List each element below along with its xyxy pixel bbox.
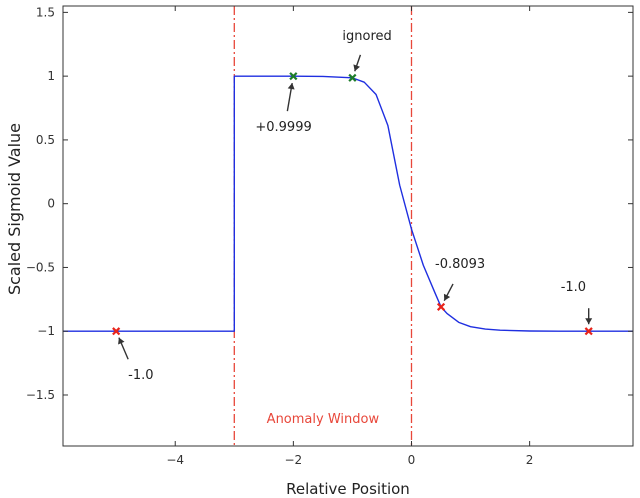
arrow-head (287, 83, 295, 90)
marker-stroke (112, 327, 121, 336)
series-line-0 (63, 75, 634, 332)
marker-stroke (584, 327, 593, 336)
x-tick-label: 0 (408, 453, 416, 467)
marker-stroke (436, 302, 446, 311)
arrow-head (118, 337, 125, 345)
arrow-head (443, 293, 451, 301)
x-tick-label: −4 (166, 453, 184, 467)
annotation-arrow (286, 82, 295, 112)
y-tick-label: 1.5 (36, 5, 55, 19)
annotation-arrow (585, 308, 593, 325)
y-axis-title: Scaled Sigmoid Value (5, 123, 24, 295)
x-tick-label: 2 (526, 453, 534, 467)
marker-point-1 (289, 72, 298, 81)
x-tick-label: −2 (285, 453, 303, 467)
y-tick-label: 0.5 (36, 133, 55, 147)
annotation-arrow (353, 54, 362, 72)
annotation-label: -1.0 (128, 368, 153, 383)
y-tick-label: 1 (47, 69, 55, 83)
arrow-head (353, 64, 361, 72)
plot-frame (62, 5, 634, 447)
annotation-label: -0.8093 (435, 257, 485, 272)
marker-point-3 (436, 302, 446, 311)
marker-point-2 (348, 73, 357, 82)
anomaly-window-label: Anomaly Window (267, 412, 380, 427)
x-axis-title: Relative Position (286, 480, 410, 498)
annotation-arrow (118, 337, 129, 360)
anomaly-window-layer: Anomaly Window (233, 6, 413, 446)
marker-stroke (348, 73, 357, 82)
marker-stroke (289, 72, 298, 81)
marker-point-4 (584, 327, 593, 336)
marker-point-0 (112, 327, 121, 336)
annotations-layer: -1.0 +0.9999 ignored -0.8093 -1.0 (118, 29, 593, 383)
markers-layer (112, 72, 593, 336)
y-tick-label: −0.5 (26, 260, 55, 274)
series-layer (63, 75, 634, 332)
arrow-head (585, 318, 593, 325)
y-tick-label: −1.5 (26, 388, 55, 402)
annotation-label: -1.0 (561, 280, 586, 295)
annotation-label: ignored (342, 29, 391, 44)
axes-layer: −4 −2 0 2 −1.5 −1 −0.5 0 0.5 1 1.5 (26, 5, 634, 467)
annotation-arrow (443, 283, 454, 302)
annotation-label: +0.9999 (255, 120, 311, 135)
y-tick-label: 0 (47, 197, 55, 211)
y-tick-label: −1 (37, 324, 55, 338)
